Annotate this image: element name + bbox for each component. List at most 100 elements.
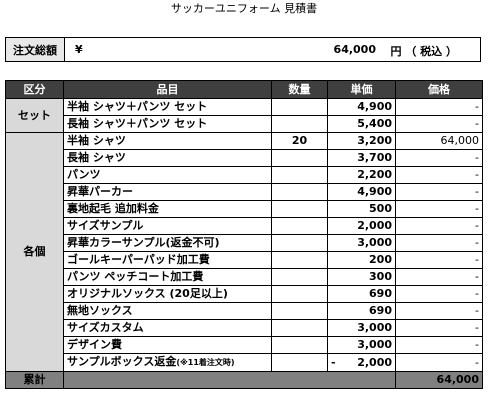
order-total-box: 注文総額 ¥ 64,000 円 （ 税込 ） bbox=[5, 37, 481, 62]
unit-price-prefix: - bbox=[331, 355, 336, 369]
quantity-cell[interactable] bbox=[271, 166, 328, 184]
unit-price-cell: 300 bbox=[327, 268, 396, 286]
quantity-cell[interactable] bbox=[271, 234, 328, 252]
unit-price-value: 690 bbox=[369, 287, 392, 300]
item-cell: サイズサンプル bbox=[63, 217, 272, 235]
category-cell: セット bbox=[5, 98, 64, 133]
item-cell: 昇華カラーサンプル(返金不可) bbox=[63, 234, 272, 252]
item-cell: パンツ ペッチコート加工費 bbox=[63, 268, 272, 286]
item-name: サイズカスタム bbox=[67, 321, 144, 334]
quantity-cell[interactable] bbox=[271, 200, 328, 218]
table-row: 裏地起毛 追加料金 500- bbox=[6, 200, 483, 218]
order-total-amount: 64,000 bbox=[333, 43, 376, 56]
table-body: セット 半袖 シャツ＋パンツ セット 4,900- 長袖 シャツ＋パンツ セット 5,4… bbox=[5, 98, 483, 389]
summary-row: 累計 64,000 bbox=[5, 371, 483, 389]
unit-price-cell: 500 bbox=[327, 200, 396, 218]
unit-price-value: 3,000 bbox=[357, 321, 392, 334]
header-price: 価格 bbox=[395, 80, 483, 99]
quantity-cell[interactable] bbox=[271, 183, 328, 201]
price-cell: - bbox=[395, 217, 483, 235]
unit-price-value: 3,000 bbox=[357, 338, 392, 351]
summary-price: 64,000 bbox=[395, 371, 483, 389]
item-name: サイズサンプル bbox=[67, 219, 144, 232]
item-name: 昇華パーカー bbox=[67, 185, 133, 198]
unit-price-cell: 3,000 bbox=[327, 234, 396, 252]
unit-price-value: 200 bbox=[369, 253, 392, 266]
item-name: 昇華カラーサンプル(返金不可) bbox=[67, 236, 220, 249]
table-row: 昇華カラーサンプル(返金不可) 3,000- bbox=[6, 234, 483, 252]
unit-price-value: 500 bbox=[369, 202, 392, 215]
order-total-unit: 円 （ 税込 ） bbox=[390, 45, 458, 58]
quantity-cell[interactable] bbox=[271, 115, 328, 133]
item-cell: サンプルボックス返金(※11着注文時) bbox=[63, 353, 272, 372]
document-title: サッカーユニフォーム 見積書 bbox=[170, 2, 318, 15]
order-total-value-cell: ¥ 64,000 円 （ 税込 ） bbox=[65, 38, 480, 61]
item-cell: ゴールキーパーパッド加工費 bbox=[63, 251, 272, 269]
item-name: パンツ ペッチコート加工費 bbox=[67, 270, 204, 283]
item-cell: 無地ソックス bbox=[63, 302, 272, 320]
price-cell: - bbox=[395, 98, 483, 116]
quantity-cell[interactable] bbox=[271, 251, 328, 269]
item-note: (※11着注文時) bbox=[176, 358, 235, 367]
quantity-cell[interactable] bbox=[271, 217, 328, 235]
price-cell: - bbox=[395, 285, 483, 303]
unit-price-value: 5,400 bbox=[357, 117, 392, 130]
unit-price-cell: 5,400 bbox=[327, 115, 396, 133]
estimate-table: 区分 品目 数量 単価 価格 セット 半袖 シャツ＋パンツ セット 4,900- 長袖… bbox=[5, 80, 483, 389]
price-cell: - bbox=[395, 319, 483, 337]
price-cell: - bbox=[395, 183, 483, 201]
unit-price-cell: 3,700 bbox=[327, 149, 396, 167]
quantity-cell[interactable] bbox=[271, 149, 328, 167]
quantity-cell[interactable] bbox=[271, 319, 328, 337]
header-item: 品目 bbox=[63, 80, 272, 99]
summary-blank bbox=[63, 371, 396, 389]
price-cell: - bbox=[395, 268, 483, 286]
item-name: サンプルボックス返金 bbox=[67, 355, 177, 368]
unit-price-cell: 3,000 bbox=[327, 319, 396, 337]
unit-price-value: 3,700 bbox=[357, 151, 392, 164]
unit-price-cell: 200 bbox=[327, 251, 396, 269]
quantity-cell[interactable] bbox=[271, 353, 328, 372]
quantity-cell[interactable] bbox=[271, 302, 328, 320]
yen-sign: ¥ bbox=[75, 43, 83, 56]
item-cell: パンツ bbox=[63, 166, 272, 184]
item-cell: 長袖 シャツ bbox=[63, 149, 272, 167]
quantity-cell[interactable]: 20 bbox=[271, 132, 328, 150]
price-cell: - bbox=[395, 166, 483, 184]
header-category: 区分 bbox=[5, 80, 64, 99]
price-cell: - bbox=[395, 149, 483, 167]
unit-price-cell: 2,000 bbox=[327, 217, 396, 235]
unit-price-cell: - 2,000 bbox=[327, 353, 396, 372]
item-name: 長袖 シャツ bbox=[67, 151, 126, 164]
unit-price-cell: 4,900 bbox=[327, 98, 396, 116]
unit-price-cell: 690 bbox=[327, 285, 396, 303]
quantity-cell[interactable] bbox=[271, 285, 328, 303]
table-row: パンツ 2,200- bbox=[6, 166, 483, 184]
unit-price-cell: 3,200 bbox=[327, 132, 396, 150]
item-name: 半袖 シャツ＋パンツ セット bbox=[67, 100, 208, 113]
item-cell: オリジナルソックス (20足以上) bbox=[63, 285, 272, 303]
table-row: サンプルボックス返金(※11着注文時) -2,000- bbox=[6, 353, 483, 372]
price-cell: - bbox=[395, 353, 483, 372]
table-row: 長袖 シャツ＋パンツ セット 5,400- bbox=[6, 115, 483, 133]
unit-price-value: 2,000 bbox=[357, 219, 392, 232]
unit-price-value: 4,900 bbox=[357, 185, 392, 198]
unit-price-value: 2,200 bbox=[357, 168, 392, 181]
unit-price-cell: 690 bbox=[327, 302, 396, 320]
unit-price-cell: 2,200 bbox=[327, 166, 396, 184]
quantity-cell[interactable] bbox=[271, 98, 328, 116]
order-total-label: 注文総額 bbox=[6, 38, 65, 61]
quantity-cell[interactable] bbox=[271, 268, 328, 286]
price-cell: - bbox=[395, 336, 483, 354]
price-cell: 64,000 bbox=[395, 132, 483, 150]
unit-price-value: 690 bbox=[369, 304, 392, 317]
price-cell: - bbox=[395, 302, 483, 320]
table-row: サイズカスタム 3,000- bbox=[6, 319, 483, 337]
item-name: オリジナルソックス (20足以上) bbox=[67, 287, 228, 300]
item-name: 無地ソックス bbox=[67, 304, 133, 317]
quantity-cell[interactable] bbox=[271, 336, 328, 354]
table-row: 長袖 シャツ 3,700- bbox=[6, 149, 483, 167]
price-cell: - bbox=[395, 234, 483, 252]
unit-price-value: 2,000 bbox=[357, 355, 392, 369]
item-cell: サイズカスタム bbox=[63, 319, 272, 337]
